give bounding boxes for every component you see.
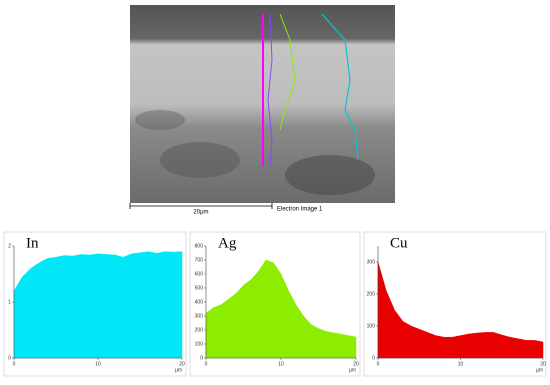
x-tick-label: 0 — [377, 361, 380, 367]
sem-image — [130, 5, 395, 203]
y-tick-label: 0 — [200, 355, 203, 361]
y-tick-label: 2 — [8, 243, 11, 249]
x-tick-label: 0 — [13, 361, 16, 367]
y-tick-label: 300 — [195, 313, 204, 319]
area — [13, 251, 183, 359]
scale-label: 20µm — [193, 210, 208, 216]
y-tick-label: 200 — [195, 327, 204, 333]
x-tick-label: 10 — [278, 361, 284, 367]
y-tick-label: 700 — [195, 257, 204, 263]
y-tick-label: 500 — [195, 285, 204, 291]
panel-title: In — [26, 235, 39, 251]
x-axis-label: µm — [536, 367, 543, 373]
x-axis-label: µm — [175, 367, 182, 373]
y-tick-label: 600 — [195, 271, 204, 277]
x-axis-label: µm — [349, 367, 356, 373]
y-tick-label: 100 — [195, 341, 204, 347]
x-tick-label: 20 — [353, 361, 359, 367]
panel-title: Ag — [218, 235, 237, 251]
x-tick-label: 20 — [540, 361, 546, 367]
y-tick-label: 1 — [8, 299, 11, 305]
area — [377, 261, 544, 359]
image-caption: Electron Image 1 — [277, 207, 323, 213]
y-tick-label: 0 — [372, 355, 375, 361]
y-tick-label: 200 — [367, 291, 376, 297]
x-tick-label: 20 — [179, 361, 185, 367]
y-tick-label: 0 — [8, 355, 11, 361]
y-tick-label: 800 — [195, 243, 204, 249]
y-tick-label: 400 — [195, 299, 204, 305]
y-tick-label: 300 — [367, 259, 376, 265]
area — [205, 259, 357, 359]
y-tick-label: 100 — [367, 323, 376, 329]
x-tick-label: 10 — [95, 361, 101, 367]
x-tick-label: 10 — [458, 361, 464, 367]
panel-title: Cu — [390, 235, 408, 251]
x-tick-label: 0 — [205, 361, 208, 367]
